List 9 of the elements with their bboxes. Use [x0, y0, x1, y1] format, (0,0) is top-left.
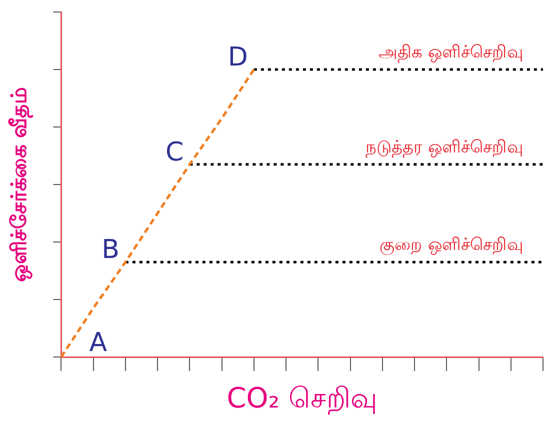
- series-label: நடுத்தர ஒளிச்செறிவு: [366, 137, 523, 158]
- annotation: A: [89, 328, 108, 358]
- x-axis-title: CO₂ செறிவு: [226, 381, 378, 414]
- series-label: குறை ஒளிச்செறிவு: [380, 235, 523, 256]
- annotation: D: [228, 42, 248, 72]
- y-axis-title: ஒளிச்சேர்க்கை வீதம்: [7, 86, 34, 282]
- series-label: அதிக ஒளிச்செறிவு: [378, 42, 523, 62]
- annotation: B: [102, 235, 120, 266]
- annotation: C: [166, 137, 184, 168]
